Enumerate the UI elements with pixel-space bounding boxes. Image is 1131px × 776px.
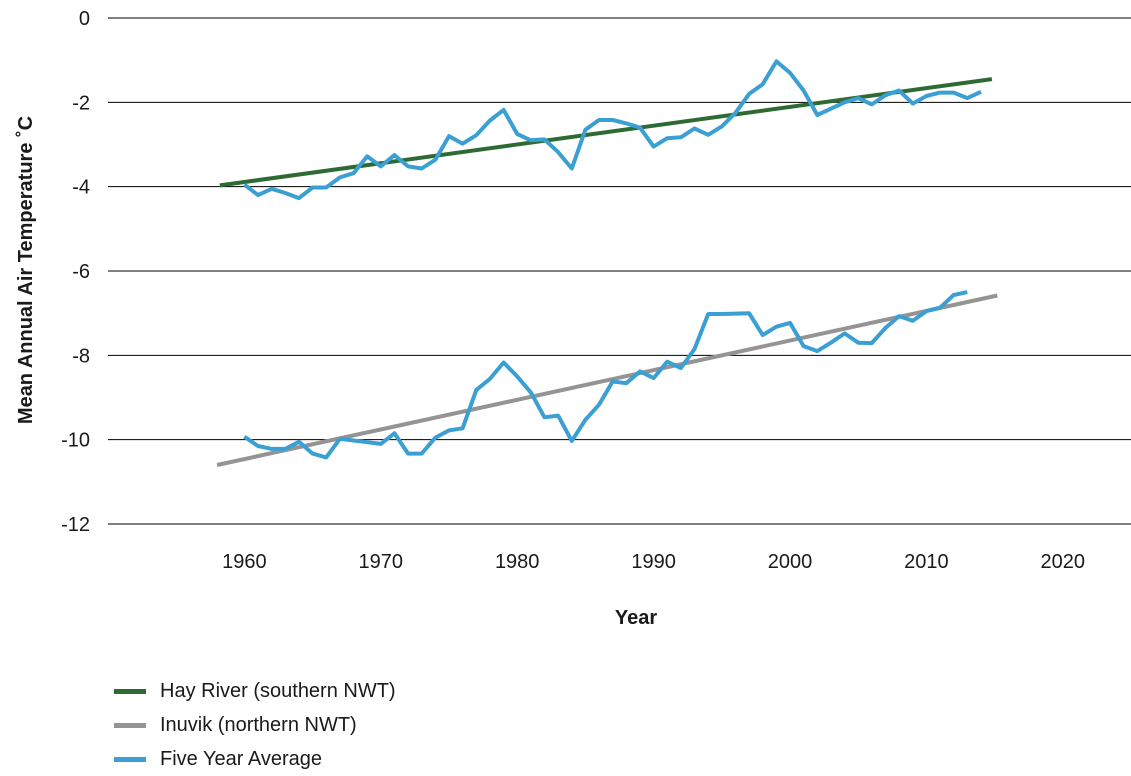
- y-axis-title: Mean Annual Air Temperature ˚C: [14, 116, 37, 424]
- legend-label: Five Year Average: [160, 747, 322, 770]
- y-tick-label: -12: [61, 514, 90, 536]
- legend-item-five-year-average: Five Year Average: [114, 742, 396, 776]
- x-tick-label: 1960: [222, 551, 267, 573]
- temperature-chart: 0 -2 -4 -6 -8 -10 -12 1960 1970 1980 1990 2000 2010…: [14, 8, 1131, 629]
- y-tick-label: -4: [72, 177, 90, 199]
- inuvik-trend-line: [216, 293, 998, 467]
- gridlines: [108, 17, 1131, 525]
- legend-label: Hay River (southern NWT): [160, 679, 396, 702]
- y-tick-label: -10: [61, 430, 90, 452]
- x-tick-label: 2010: [904, 551, 949, 573]
- legend-swatch: [114, 722, 146, 728]
- inuvik-five-year-average-line: [243, 290, 968, 460]
- x-tick-label: 1990: [631, 551, 676, 573]
- legend-item-inuvik: Inuvik (northern NWT): [114, 708, 396, 742]
- x-axis-title: Year: [615, 607, 657, 629]
- y-tick-labels: 0 -2 -4 -6 -8 -10 -12: [61, 8, 90, 536]
- x-tick-label: 2000: [768, 551, 813, 573]
- x-tick-label: 1970: [359, 551, 404, 573]
- x-tick-label: 1980: [495, 551, 540, 573]
- legend-item-hay-river: Hay River (southern NWT): [114, 674, 396, 708]
- y-tick-label: -6: [72, 261, 90, 283]
- y-tick-label: 0: [79, 8, 90, 30]
- legend-label: Inuvik (northern NWT): [160, 713, 357, 736]
- legend-swatch: [114, 688, 146, 694]
- y-tick-label: -8: [72, 345, 90, 367]
- series-lines: [216, 59, 998, 467]
- legend-swatch: [114, 756, 146, 762]
- y-tick-label: -2: [72, 92, 90, 114]
- hay-river-five-year-average-line: [243, 59, 982, 201]
- legend: Hay River (southern NWT) Inuvik (norther…: [114, 674, 396, 776]
- x-tick-label: 2020: [1041, 551, 1086, 573]
- hay-river-trend-line: [219, 77, 993, 188]
- x-tick-labels: 1960 1970 1980 1990 2000 2010 2020: [222, 551, 1085, 573]
